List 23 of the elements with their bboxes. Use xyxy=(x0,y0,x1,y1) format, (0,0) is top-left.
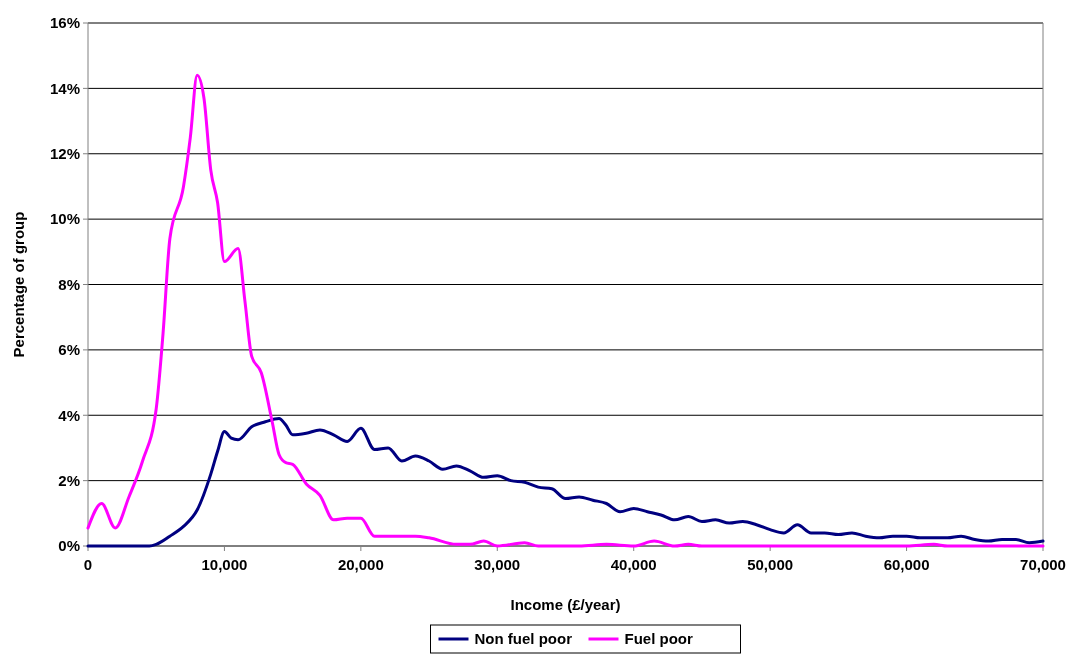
line-series xyxy=(86,73,1045,548)
x-tick-label: 70,000 xyxy=(1020,556,1066,573)
y-tick-label: 14% xyxy=(49,79,80,97)
legend-label: Fuel poor xyxy=(624,630,693,648)
y-tick-label: 12% xyxy=(49,145,80,162)
y-axis-title: Percentage of group xyxy=(10,211,27,358)
x-tick-label: 40,000 xyxy=(610,556,657,573)
y-tick-label: 10% xyxy=(49,210,80,228)
y-tick-label: 6% xyxy=(58,341,80,359)
line-series xyxy=(86,417,1045,548)
y-tick-label: 2% xyxy=(58,471,80,489)
y-tick-label: 0% xyxy=(58,537,80,555)
x-tick-label: 10,000 xyxy=(201,556,248,573)
legend-label: Non fuel poor xyxy=(474,630,573,648)
x-tick-label: 30,000 xyxy=(474,556,521,573)
y-tick-label: 16% xyxy=(49,14,80,32)
x-axis-title: Income (£/year) xyxy=(510,596,621,613)
x-tick-label: 60,000 xyxy=(883,556,930,573)
x-tick-label: 50,000 xyxy=(747,556,794,573)
y-tick-label: 4% xyxy=(58,406,80,424)
x-tick-label: 20,000 xyxy=(337,556,384,573)
x-tick-label: 0 xyxy=(83,556,93,573)
y-tick-label: 8% xyxy=(58,275,80,293)
